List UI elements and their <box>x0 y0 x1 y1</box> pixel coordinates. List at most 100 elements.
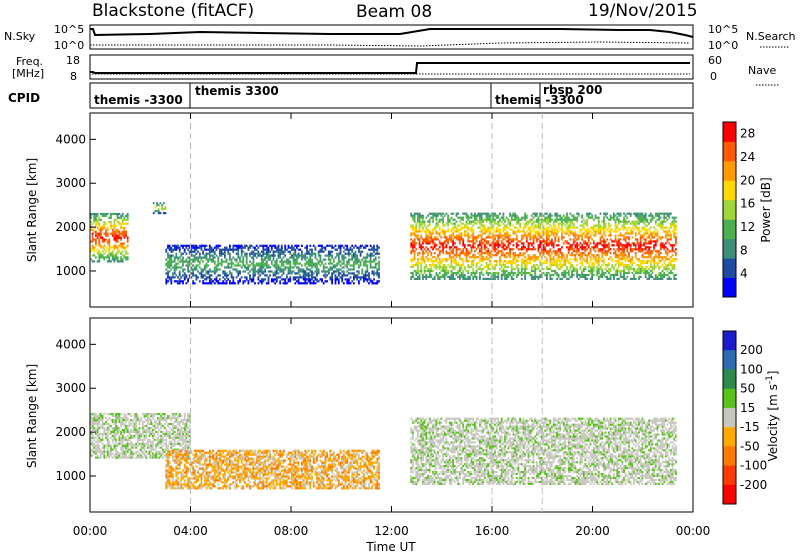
power-cell <box>479 230 481 233</box>
power-cell <box>482 238 485 241</box>
power-cell <box>572 269 575 273</box>
power-cell <box>500 240 503 243</box>
power-cell <box>105 230 107 233</box>
power-cell <box>435 271 438 275</box>
power-cell <box>631 232 634 235</box>
power-cell <box>576 212 578 215</box>
power-cell <box>522 246 525 249</box>
power-cell <box>296 276 298 279</box>
power-cell <box>480 222 483 225</box>
power-cell <box>319 254 322 257</box>
power-cell <box>504 236 506 239</box>
power-cell <box>453 266 456 269</box>
power-cell <box>222 260 225 263</box>
power-cell <box>418 246 421 249</box>
power-cell <box>577 244 580 247</box>
velocity-cell <box>105 432 107 435</box>
power-cell <box>173 270 176 273</box>
power-cell <box>591 238 593 241</box>
power-cell <box>432 214 434 217</box>
power-cell <box>576 226 578 229</box>
power-cell <box>603 224 605 227</box>
power-cell <box>113 218 116 221</box>
power-cell <box>187 270 189 273</box>
power-cell <box>576 267 578 271</box>
power-cell <box>485 266 488 269</box>
power-cell <box>219 248 221 251</box>
power-cell <box>447 220 449 223</box>
power-cell <box>604 240 607 243</box>
power-cell <box>125 250 127 253</box>
power-cell <box>527 246 530 249</box>
power-cell <box>536 264 538 267</box>
power-cell <box>653 216 655 219</box>
power-cell <box>259 274 261 277</box>
power-cell <box>572 254 575 257</box>
power-cell <box>96 218 99 221</box>
power-cell <box>499 244 501 247</box>
power-cell <box>484 218 486 221</box>
power-cell <box>621 246 624 249</box>
power-cell <box>529 248 532 251</box>
velocity-cell <box>103 426 106 430</box>
power-cell <box>480 254 483 257</box>
power-cell <box>469 256 471 259</box>
power-cell <box>487 250 490 253</box>
power-cell <box>618 218 620 221</box>
power-cell <box>517 240 520 243</box>
power-cell <box>105 234 107 237</box>
power-cell <box>193 282 196 285</box>
power-cell <box>611 260 614 263</box>
power-cell <box>618 260 620 263</box>
power-cell <box>673 220 676 223</box>
power-cell <box>619 234 622 237</box>
power-cell <box>422 275 424 278</box>
power-cell <box>274 266 277 269</box>
power-cell <box>255 262 258 265</box>
power-cell <box>347 272 350 275</box>
power-cell <box>499 232 501 235</box>
power-cell <box>257 254 260 257</box>
power-cell <box>270 260 273 263</box>
power-cell <box>215 246 218 249</box>
power-cell <box>358 272 360 275</box>
power-cell <box>455 260 458 263</box>
power-cell <box>91 254 94 257</box>
power-cell <box>346 266 349 269</box>
power-cell <box>619 271 622 275</box>
power-cell <box>549 242 552 245</box>
power-cell <box>413 277 416 280</box>
power-cell <box>668 216 671 219</box>
velocity-cell <box>96 456 99 459</box>
power-cell <box>413 254 416 257</box>
power-cell <box>235 246 238 249</box>
velocity-cell <box>113 454 116 457</box>
power-cell <box>410 258 413 261</box>
power-cell <box>121 258 124 261</box>
power-cell <box>413 230 416 233</box>
power-cell <box>453 262 456 265</box>
power-cell <box>244 246 246 249</box>
power-cell <box>447 258 449 261</box>
power-cell <box>633 273 635 277</box>
power-cell <box>522 234 525 237</box>
power-cell <box>525 271 528 275</box>
power-cell <box>443 264 446 267</box>
power-cell <box>517 218 520 221</box>
power-cell <box>641 262 644 265</box>
power-cell <box>287 278 290 281</box>
power-cell <box>514 232 516 235</box>
power-cell <box>106 256 109 259</box>
power-cell <box>649 218 652 221</box>
power-cell <box>546 266 548 269</box>
power-cell <box>245 262 248 265</box>
power-cell <box>664 232 667 235</box>
power-cell <box>252 254 255 257</box>
power-cell <box>462 260 465 263</box>
power-cell <box>542 262 545 265</box>
power-cell <box>644 212 647 215</box>
power-cell <box>517 244 520 247</box>
power-cell <box>203 248 206 251</box>
power-cell <box>663 218 666 221</box>
power-cell <box>95 234 97 237</box>
